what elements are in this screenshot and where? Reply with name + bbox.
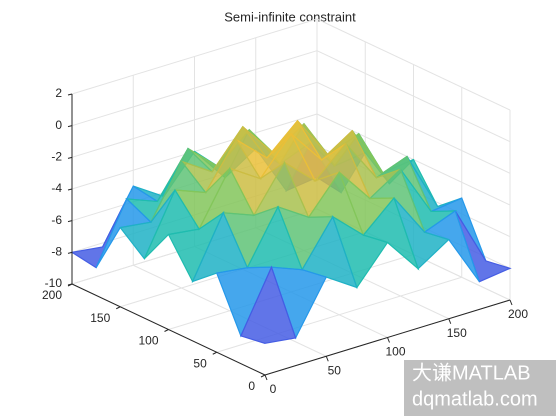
x-tick-label: 100 xyxy=(385,345,405,359)
y-tick xyxy=(212,351,217,355)
z-tick-label: 2 xyxy=(55,86,62,100)
x-tick xyxy=(448,318,452,324)
mesh-cell xyxy=(70,198,128,269)
z-tick xyxy=(67,283,73,286)
grid-line xyxy=(71,18,318,95)
z-tick-label: -4 xyxy=(51,181,62,195)
watermark-bg xyxy=(404,360,556,416)
z-tick-label: -6 xyxy=(51,213,62,227)
mesh xyxy=(70,119,512,344)
watermark-text: dqmatlab.com xyxy=(412,388,538,410)
x-tick xyxy=(264,374,268,381)
grid-line xyxy=(71,50,318,127)
mesh-cell xyxy=(240,265,297,344)
x-tick-label: 0 xyxy=(270,382,277,396)
z-tick xyxy=(67,220,73,223)
z-tick-label: -8 xyxy=(51,245,62,259)
y-tick-label: 100 xyxy=(138,334,158,348)
z-tick xyxy=(67,93,73,96)
watermark-text: 大谦MATLAB xyxy=(412,361,531,384)
y-tick-label: 50 xyxy=(193,356,207,370)
x-tick xyxy=(325,356,329,362)
z-tick-label: -10 xyxy=(45,276,63,290)
x-tick-label: 150 xyxy=(447,326,467,340)
grid-line xyxy=(316,81,511,174)
z-tick xyxy=(67,251,73,254)
y-tick xyxy=(116,306,121,310)
y-tick-label: 200 xyxy=(42,288,62,302)
grid-line xyxy=(316,50,511,143)
chart-title: Semi-infinite constraint xyxy=(224,9,356,24)
x-tick xyxy=(509,299,513,306)
z-tick xyxy=(67,156,73,159)
z-tick xyxy=(67,188,73,191)
x-tick-label: 50 xyxy=(328,363,342,377)
y-tick xyxy=(260,374,266,378)
y-tick-label: 150 xyxy=(90,311,110,325)
y-tick-label: 0 xyxy=(248,379,255,393)
z-tick-label: -2 xyxy=(51,150,62,164)
x-tick xyxy=(387,337,390,343)
y-tick xyxy=(164,329,169,332)
z-tick-label: 0 xyxy=(55,118,62,132)
z-tick xyxy=(67,125,73,128)
x-tick-label: 200 xyxy=(508,307,528,321)
grid-line xyxy=(316,18,511,111)
grid-line xyxy=(71,81,318,158)
